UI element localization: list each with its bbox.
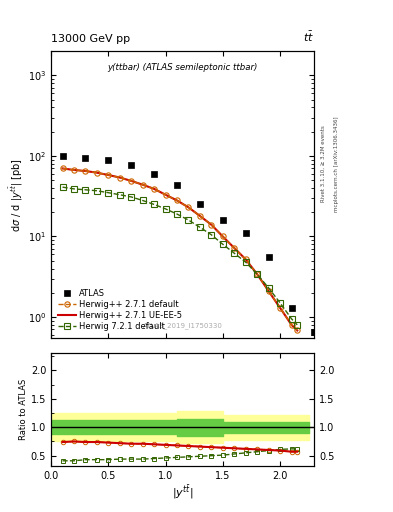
Herwig++ 2.7.1 UE-EE-5 xyxy=(295,328,299,334)
Herwig++ 2.7.1 default xyxy=(72,167,76,173)
Herwig++ 2.7.1 UE-EE-5 xyxy=(209,222,214,228)
Herwig 7.2.1 default xyxy=(152,201,156,207)
Herwig++ 2.7.1 UE-EE-5 xyxy=(163,191,168,198)
Herwig++ 2.7.1 default xyxy=(129,178,134,184)
ATLAS xyxy=(289,305,294,311)
ATLAS xyxy=(266,254,271,261)
Text: Rivet 3.1.10, ≥ 3.2M events: Rivet 3.1.10, ≥ 3.2M events xyxy=(320,125,325,202)
Herwig++ 2.7.1 default xyxy=(198,213,202,219)
Herwig 7.2.1 default xyxy=(174,211,179,217)
Herwig++ 2.7.1 default xyxy=(106,172,111,178)
Herwig++ 2.7.1 default xyxy=(289,322,294,328)
Herwig++ 2.7.1 UE-EE-5 xyxy=(278,305,283,311)
ATLAS xyxy=(152,171,156,177)
ATLAS xyxy=(243,230,248,236)
Herwig 7.2.1 default xyxy=(278,300,283,306)
Herwig++ 2.7.1 default xyxy=(220,233,225,240)
Herwig 7.2.1 default xyxy=(255,271,259,278)
Herwig++ 2.7.1 UE-EE-5 xyxy=(266,288,271,294)
Herwig 7.2.1 default xyxy=(60,184,65,190)
ATLAS xyxy=(83,155,88,161)
Herwig++ 2.7.1 default xyxy=(83,168,88,174)
Herwig 7.2.1 default xyxy=(163,206,168,212)
Herwig++ 2.7.1 default xyxy=(186,204,191,210)
Herwig++ 2.7.1 UE-EE-5 xyxy=(174,198,179,204)
Herwig 7.2.1 default xyxy=(129,194,134,200)
Herwig++ 2.7.1 default xyxy=(266,288,271,294)
Herwig++ 2.7.1 default xyxy=(243,257,248,263)
Herwig++ 2.7.1 UE-EE-5 xyxy=(186,204,191,210)
ATLAS xyxy=(60,153,65,159)
Line: ATLAS: ATLAS xyxy=(59,153,318,335)
Line: Herwig++ 2.7.1 UE-EE-5: Herwig++ 2.7.1 UE-EE-5 xyxy=(62,168,297,331)
Herwig++ 2.7.1 UE-EE-5 xyxy=(72,167,76,173)
Herwig 7.2.1 default xyxy=(106,189,111,196)
Herwig++ 2.7.1 UE-EE-5 xyxy=(106,172,111,178)
Herwig 7.2.1 default xyxy=(198,224,202,230)
Herwig 7.2.1 default xyxy=(118,191,122,198)
Herwig 7.2.1 default xyxy=(186,217,191,223)
ATLAS xyxy=(220,217,225,223)
X-axis label: $|y^{t\bar{t}}|$: $|y^{t\bar{t}}|$ xyxy=(172,483,193,501)
Herwig 7.2.1 default xyxy=(140,198,145,204)
ATLAS xyxy=(106,157,111,163)
Herwig++ 2.7.1 UE-EE-5 xyxy=(60,165,65,172)
Herwig++ 2.7.1 default xyxy=(152,186,156,192)
Herwig 7.2.1 default xyxy=(243,259,248,265)
Herwig++ 2.7.1 default xyxy=(174,198,179,204)
Herwig++ 2.7.1 UE-EE-5 xyxy=(255,271,259,278)
Text: ATLAS_2019_I1750330: ATLAS_2019_I1750330 xyxy=(143,323,223,329)
Text: $t\bar{t}$: $t\bar{t}$ xyxy=(303,29,314,44)
Herwig 7.2.1 default xyxy=(83,187,88,193)
Herwig++ 2.7.1 default xyxy=(209,222,214,228)
Herwig 7.2.1 default xyxy=(209,232,214,238)
Herwig++ 2.7.1 UE-EE-5 xyxy=(198,213,202,219)
Text: mcplots.cern.ch [arXiv:1306.3436]: mcplots.cern.ch [arXiv:1306.3436] xyxy=(334,116,339,211)
ATLAS xyxy=(198,201,202,207)
Herwig++ 2.7.1 UE-EE-5 xyxy=(83,168,88,174)
Legend: ATLAS, Herwig++ 2.7.1 default, Herwig++ 2.7.1 UE-EE-5, Herwig 7.2.1 default: ATLAS, Herwig++ 2.7.1 default, Herwig++ … xyxy=(55,287,185,334)
Herwig++ 2.7.1 UE-EE-5 xyxy=(95,169,99,176)
Herwig++ 2.7.1 UE-EE-5 xyxy=(140,182,145,188)
Herwig++ 2.7.1 UE-EE-5 xyxy=(243,257,248,263)
Herwig 7.2.1 default xyxy=(266,285,271,291)
Herwig++ 2.7.1 UE-EE-5 xyxy=(152,186,156,192)
Herwig 7.2.1 default xyxy=(295,322,299,328)
Herwig 7.2.1 default xyxy=(72,186,76,192)
ATLAS xyxy=(129,162,134,168)
ATLAS xyxy=(312,329,317,335)
Herwig++ 2.7.1 default xyxy=(118,175,122,181)
Herwig++ 2.7.1 UE-EE-5 xyxy=(289,322,294,328)
Herwig++ 2.7.1 default xyxy=(95,169,99,176)
Herwig 7.2.1 default xyxy=(232,250,237,257)
Text: y(ttbar) (ATLAS semileptonic ttbar): y(ttbar) (ATLAS semileptonic ttbar) xyxy=(108,62,258,72)
Herwig++ 2.7.1 UE-EE-5 xyxy=(129,178,134,184)
Herwig 7.2.1 default xyxy=(220,241,225,247)
Herwig++ 2.7.1 default xyxy=(232,245,237,251)
Y-axis label: d$\sigma$ / d $|y^{t\bar{t}}|$ [pb]: d$\sigma$ / d $|y^{t\bar{t}}|$ [pb] xyxy=(8,158,25,231)
Herwig++ 2.7.1 default xyxy=(140,182,145,188)
Text: 13000 GeV pp: 13000 GeV pp xyxy=(51,33,130,44)
Line: Herwig 7.2.1 default: Herwig 7.2.1 default xyxy=(60,184,300,328)
Herwig++ 2.7.1 UE-EE-5 xyxy=(232,245,237,251)
Y-axis label: Ratio to ATLAS: Ratio to ATLAS xyxy=(19,379,28,440)
Herwig 7.2.1 default xyxy=(289,316,294,322)
Herwig++ 2.7.1 default xyxy=(278,305,283,311)
Herwig 7.2.1 default xyxy=(95,188,99,194)
Herwig++ 2.7.1 default xyxy=(60,165,65,172)
Line: Herwig++ 2.7.1 default: Herwig++ 2.7.1 default xyxy=(60,166,300,333)
Herwig++ 2.7.1 UE-EE-5 xyxy=(220,233,225,240)
Herwig++ 2.7.1 default xyxy=(255,271,259,278)
Herwig++ 2.7.1 default xyxy=(295,328,299,334)
Herwig++ 2.7.1 default xyxy=(163,191,168,198)
Herwig++ 2.7.1 UE-EE-5 xyxy=(118,175,122,181)
ATLAS xyxy=(174,182,179,188)
